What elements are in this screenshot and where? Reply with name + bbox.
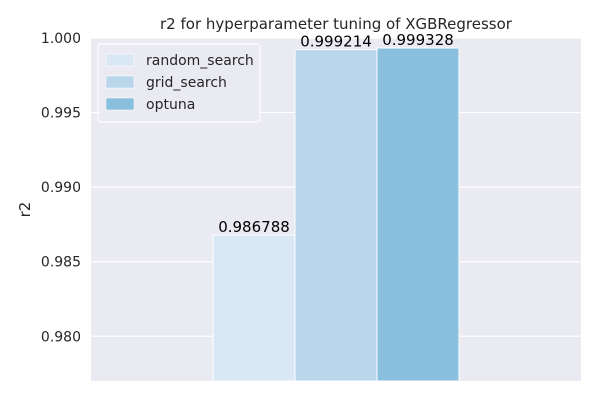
legend-swatch-grid-search [105, 75, 135, 89]
legend-box [97, 43, 261, 123]
y-tick-label: 0.985 [41, 255, 81, 271]
bar-random-search [212, 234, 296, 382]
bar-grid-search [294, 49, 378, 382]
legend-swatch-optuna [105, 97, 135, 111]
legend-label-optuna: optuna [146, 97, 195, 113]
data-label-grid-search: 0.999214 [300, 33, 372, 51]
legend-label-grid-search: grid_search [146, 75, 227, 91]
legend-label-random-search: random_search [146, 53, 254, 69]
chart-title: r2 for hyperparameter tuning of XGBRegre… [160, 15, 513, 33]
y-axis-ticks: 0.980 0.985 0.990 0.995 1.000 [41, 31, 81, 345]
data-label-optuna: 0.999328 [382, 31, 454, 49]
bars [212, 47, 460, 382]
y-tick-label: 0.980 [41, 329, 81, 345]
data-labels: 0.986788 0.999214 0.999328 [218, 31, 454, 236]
y-axis-label: r2 [16, 202, 34, 218]
y-tick-label: 0.995 [41, 106, 81, 122]
data-label-random-search: 0.986788 [218, 218, 290, 236]
y-tick-label: 0.990 [41, 180, 81, 196]
bar-optuna [376, 47, 460, 382]
y-tick-label: 1.000 [41, 31, 81, 47]
legend-swatch-random-search [105, 53, 135, 67]
